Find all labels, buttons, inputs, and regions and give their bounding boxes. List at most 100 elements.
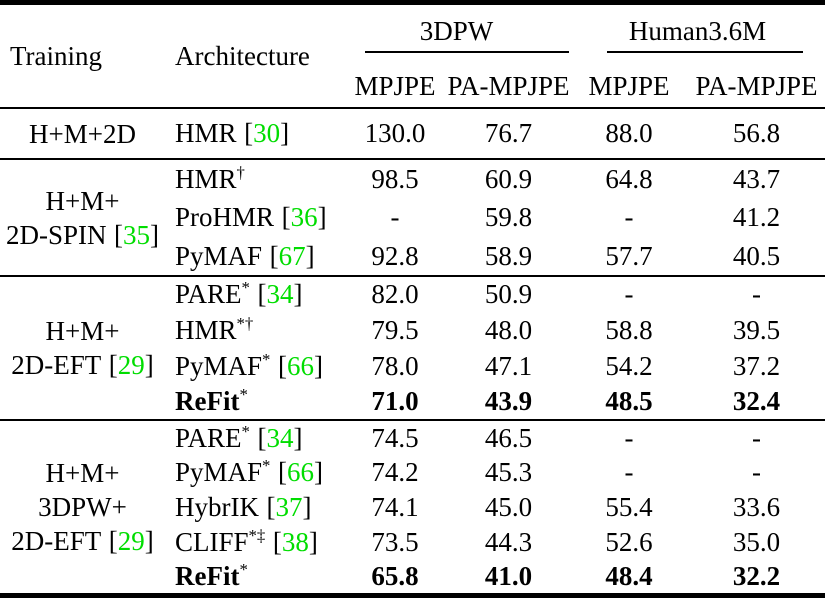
header-metric-3dpw-pampjpe: PA-MPJPE [447,70,570,101]
header-dataset-3dpw: 3DPW [343,3,570,66]
method-superscript: * [239,559,248,579]
value-cell: 79.5 [371,314,419,345]
citation-ref[interactable]: [66] [277,457,323,487]
value-cell: 44.3 [484,527,533,557]
citation-ref[interactable]: [67] [269,240,315,271]
table-row: H+M+ 2D-SPIN [35] HMR† 98.5 60.9 64.8 43.… [0,159,825,250]
value-cell: 65.8 [371,560,419,591]
architecture-cell: ReFit* [165,560,343,595]
method-superscript: * [239,385,248,404]
value-cell: 58.9 [484,240,533,271]
value-cell: 33.6 [732,492,781,522]
table-row: PyMAF [67] 92.8 58.9 57.7 40.5 [0,237,825,276]
table-row: PyMAF* [66] 78.0 47.1 54.2 37.2 [0,348,825,384]
value-cell: 32.4 [732,386,781,416]
group-hm-2dspin: H+M+ 2D-SPIN [35] HMR† 98.5 60.9 64.8 43.… [0,159,825,276]
architecture-cell: CLIFF*‡ [38] [165,525,343,560]
method-name: PyMAF [175,240,263,271]
value-cell: 98.5 [371,163,419,194]
table-row: HMR*† 79.5 48.0 58.8 39.5 [0,312,825,348]
value-cell: - [624,202,634,232]
method-name: PyMAF [175,350,263,381]
header-architecture: Architecture [175,40,310,71]
value-cell: 130.0 [364,118,426,148]
value-cell: 46.5 [484,422,533,453]
table-row-best: ReFit* 71.0 43.9 48.5 32.4 [0,384,825,420]
header-metric-3dpw-mpjpe: MPJPE [354,70,436,101]
citation-ref[interactable]: [38] [272,527,318,557]
value-cell: 37.2 [732,350,781,381]
value-cell: 92.8 [371,240,419,271]
value-cell: 74.5 [371,422,419,453]
value-cell: 50.9 [484,279,533,309]
training-label: H+M+ 2D-EFT [29] [11,316,154,380]
method-superscript: * [241,421,250,441]
citation-ref[interactable]: [29] [108,525,154,556]
table-header: Training Architecture 3DPW Human3.6M MPJ… [0,3,825,108]
training-label: H+M+2D [29,118,136,149]
value-cell: - [752,279,761,309]
citation-ref[interactable]: [36] [281,202,327,232]
method-name: HMR [175,163,237,194]
citation-ref[interactable]: [34] [257,422,303,453]
method-superscript: * [241,278,250,297]
architecture-cell: HMR† [165,159,343,198]
architecture-cell: ReFit* [165,384,343,420]
architecture-cell: PARE* [34] [165,420,343,455]
training-label: H+M+ 2D-SPIN [35] [5,185,160,250]
citation-ref[interactable]: [37] [266,492,312,522]
value-cell: 43.9 [484,386,533,416]
citation-ref[interactable]: [66] [277,350,323,381]
architecture-cell: PARE* [34] [165,276,343,312]
value-cell: 48.5 [605,386,653,416]
architecture-cell: PyMAF [67] [165,237,343,276]
group-hm2d: H+M+2D HMR [30] 130.0 76.7 88.0 56.8 [0,108,825,159]
header-metric-h36m-mpjpe: MPJPE [588,70,670,101]
value-cell: 45.0 [484,492,533,522]
method-name: ProHMR [175,202,275,232]
value-cell: 71.0 [371,386,419,416]
value-cell: 73.5 [371,527,419,557]
header-metric-h36m-pampjpe: PA-MPJPE [695,70,818,101]
value-cell: - [752,457,761,487]
citation-ref[interactable]: [29] [108,350,154,380]
header-training: Training [10,40,103,71]
citation-ref[interactable]: [35] [114,219,160,250]
method-name: ReFit [175,560,240,591]
value-cell: 48.0 [484,314,533,345]
table-row-best: ReFit* 65.8 41.0 48.4 32.2 [0,560,825,595]
table-row: H+M+2D HMR [30] 130.0 76.7 88.0 56.8 [0,108,825,159]
table-row: H+M+ 2D-EFT [29] PARE* [34] 82.0 50.9 - - [0,276,825,380]
value-cell: 40.5 [732,240,781,271]
architecture-cell: HybrIK [37] [165,490,343,525]
group-hm-3dpw-2deft: H+M+ 3DPW+ 2D-EFT [29] PARE* [34] 74.5 46.… [0,420,825,595]
method-superscript: * [262,349,271,369]
citation-ref[interactable]: [34] [257,279,303,309]
value-cell: - [624,422,634,453]
value-cell: 58.8 [605,314,653,345]
architecture-cell: HMR*† [165,312,343,348]
table-row: PyMAF* [66] 74.2 45.3 - - [0,455,825,490]
value-cell: 64.8 [605,163,653,194]
method-superscript: *‡ [248,526,266,545]
citation-ref[interactable]: [30] [244,118,290,148]
method-superscript: * [262,456,271,475]
dataset-human36m-label: Human3.6M [628,16,767,46]
value-cell: 57.7 [605,240,653,271]
value-cell: 74.1 [371,492,419,522]
value-cell: 76.7 [484,118,533,148]
table-row: H+M+ 3DPW+ 2D-EFT [29] PARE* [34] 74.5 46.… [0,420,825,556]
value-cell: - [624,457,634,487]
method-name: PyMAF [175,457,263,487]
dataset-3dpw-label: 3DPW [419,16,494,46]
value-cell: 56.8 [732,118,781,148]
value-cell: 82.0 [371,279,419,309]
architecture-cell: PyMAF* [66] [165,455,343,490]
method-superscript: *† [236,313,254,333]
method-name: HybrIK [175,492,259,522]
table-row: CLIFF*‡ [38] 73.5 44.3 52.6 35.0 [0,525,825,560]
value-cell: 35.0 [732,527,781,557]
value-cell: 45.3 [484,457,533,487]
table-row: HybrIK [37] 74.1 45.0 55.4 33.6 [0,490,825,525]
